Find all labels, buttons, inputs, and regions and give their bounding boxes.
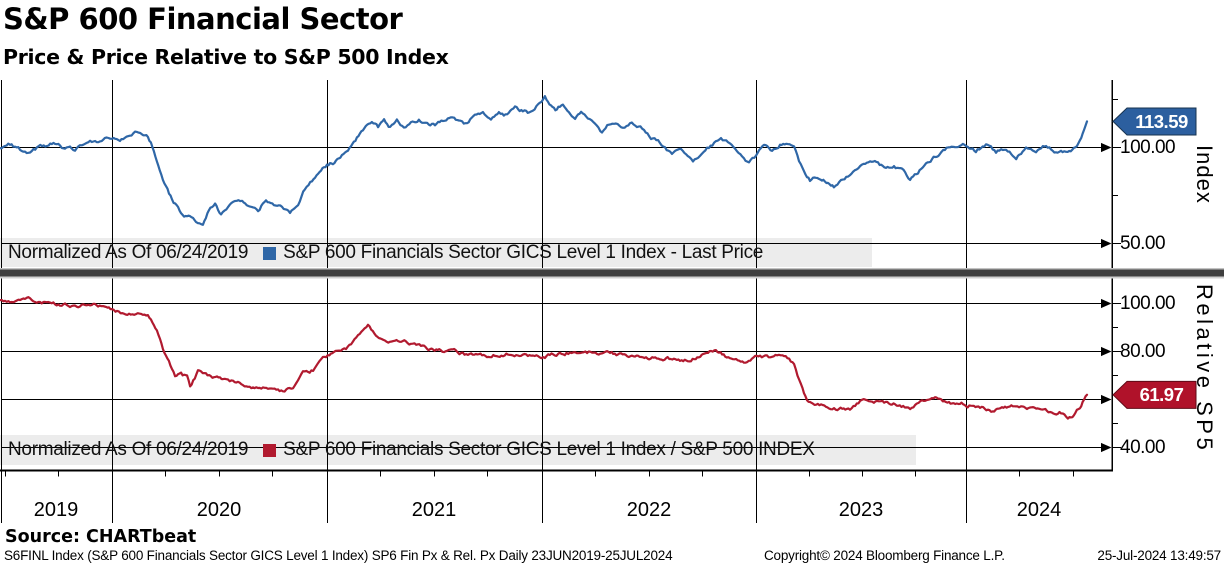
top-yaxis-title: Index xyxy=(1192,145,1217,204)
bottom-ytick-100: 100.00 xyxy=(1120,293,1176,314)
xaxis-year-2022: 2022 xyxy=(626,499,672,521)
index-last-price-value: 113.59 xyxy=(1135,111,1188,132)
page-title: S&P 600 Financial Sector xyxy=(3,2,403,36)
bottom-legend-background xyxy=(0,435,916,465)
xaxis-year-2021: 2021 xyxy=(411,499,457,521)
index-last-price-badge[interactable] xyxy=(1112,107,1197,136)
index-price-line xyxy=(0,94,1089,226)
bottom-yaxis-title: Relative SP5 xyxy=(1192,284,1217,454)
gridline-arrowheads xyxy=(1101,142,1112,453)
top-legend-background xyxy=(0,238,872,267)
xaxis-year-2020: 2020 xyxy=(196,499,242,521)
bottom-legend[interactable]: Normalized As Of 06/24/2019 S&P 600 Fina… xyxy=(0,438,815,462)
footer-timestamp: 25-Jul-2024 13:49:57 xyxy=(1097,548,1221,563)
index-series-swatch-icon xyxy=(263,246,277,260)
xaxis-year-2019: 2019 xyxy=(33,499,79,521)
horizontal-gridlines xyxy=(1,147,1102,448)
bottom-ytick-80: 80.00 xyxy=(1120,341,1166,362)
top-legend-series-name: S&P 600 Financials Sector GICS Level 1 I… xyxy=(283,242,764,263)
bottom-legend-series-name: S&P 600 Financials Sector GICS Level 1 I… xyxy=(283,439,815,460)
panel-separator xyxy=(0,268,1224,279)
bottom-ytick-40: 40.00 xyxy=(1120,437,1166,458)
relative-last-price-badge[interactable] xyxy=(1112,380,1197,409)
footer-security-info: S6FINL Index (S&P 600 Financials Sector … xyxy=(4,548,673,563)
source-line: Source: CHARTbeat xyxy=(5,527,197,547)
top-ytick-100: 100.00 xyxy=(1120,137,1176,158)
xaxis-year-2024: 2024 xyxy=(1016,499,1062,521)
last-price-badges xyxy=(1112,107,1197,409)
xaxis-year-2023: 2023 xyxy=(838,499,884,521)
top-legend-normalized-note: Normalized As Of 06/24/2019 xyxy=(8,242,249,263)
top-legend[interactable]: Normalized As Of 06/24/2019 S&P 600 Fina… xyxy=(0,241,763,265)
bottom-legend-normalized-note: Normalized As Of 06/24/2019 xyxy=(8,439,249,460)
page-subtitle: Price & Price Relative to S&P 500 Index xyxy=(3,45,449,69)
top-ytick-50: 50.00 xyxy=(1120,233,1166,254)
footer-copyright: Copyright© 2024 Bloomberg Finance L.P. xyxy=(764,548,1005,563)
relative-last-price-value: 61.97 xyxy=(1139,384,1184,405)
relative-price-line xyxy=(0,296,1089,420)
axis-ticks xyxy=(4,98,1121,477)
relative-series-swatch-icon xyxy=(263,443,277,457)
